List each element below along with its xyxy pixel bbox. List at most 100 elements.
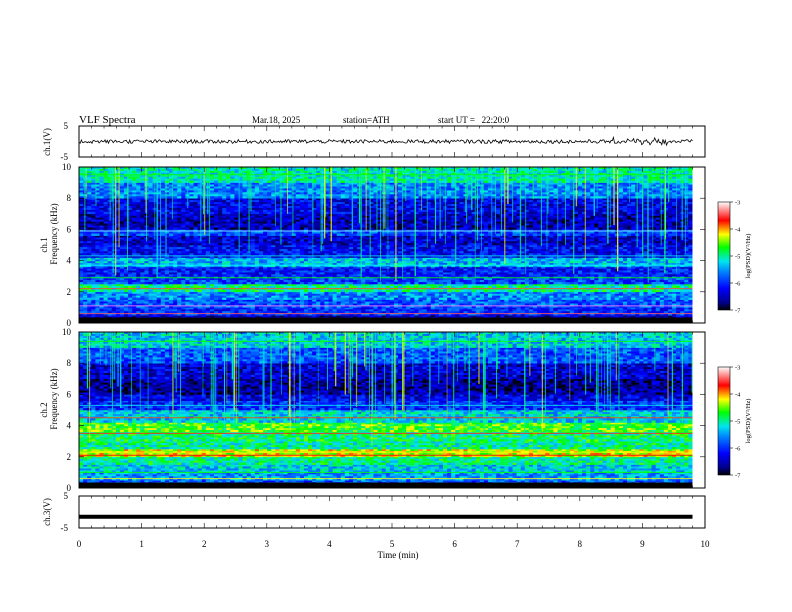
spectrogram-cell bbox=[402, 311, 407, 314]
spectrogram-cell bbox=[344, 291, 350, 295]
spectrogram-cell bbox=[471, 299, 477, 302]
spectrogram-cell bbox=[230, 299, 235, 302]
spectrogram-cell bbox=[504, 293, 509, 296]
spectrogram-cell bbox=[381, 261, 387, 264]
spectrogram-cell bbox=[357, 301, 362, 304]
spectrogram-cell bbox=[373, 303, 378, 306]
spectrogram-cell bbox=[103, 307, 109, 310]
spectrogram-cell bbox=[295, 309, 301, 312]
spectrogram-cell bbox=[410, 313, 415, 316]
spectrogram-cell bbox=[622, 266, 628, 270]
figure-title: VLF Spectra bbox=[79, 114, 136, 126]
spectrogram-cell bbox=[205, 309, 211, 312]
spectrogram-cell bbox=[520, 272, 526, 275]
spectrogram-cell bbox=[385, 307, 391, 310]
spectrogram-cell bbox=[222, 284, 227, 287]
spectrogram-cell bbox=[524, 266, 530, 270]
spectrogram-cell bbox=[406, 284, 411, 287]
spectrogram-cell bbox=[83, 278, 88, 281]
spectrogram-cell bbox=[598, 270, 603, 273]
spectrogram-cell bbox=[316, 285, 321, 289]
spectrogram-cell bbox=[254, 313, 260, 316]
spectrogram-cell bbox=[205, 291, 211, 295]
spectrogram-cell bbox=[410, 309, 415, 312]
ch1-spectrogram-image bbox=[79, 167, 705, 324]
spectrogram-cell bbox=[377, 261, 383, 264]
spectrogram-cell bbox=[238, 274, 243, 277]
spectrogram-cell bbox=[516, 282, 522, 285]
spectrogram-cell bbox=[639, 301, 644, 304]
spectrogram-cell bbox=[553, 257, 558, 260]
spectrogram-cell bbox=[438, 305, 444, 308]
spectrogram-cell bbox=[209, 313, 215, 316]
spectrogram-cell bbox=[193, 263, 199, 266]
spectrogram-cell bbox=[614, 295, 620, 298]
spectrogram-cell bbox=[438, 293, 444, 296]
spectrogram-cell bbox=[426, 295, 432, 298]
spectrogram-cell bbox=[107, 278, 113, 281]
spectrogram-cell bbox=[610, 301, 616, 304]
spectrogram-cell bbox=[185, 289, 190, 293]
spectrogram-cell bbox=[242, 289, 248, 293]
spectrogram-cell bbox=[500, 303, 505, 306]
spectrogram-cell bbox=[479, 272, 485, 275]
spectrogram-cell bbox=[140, 303, 145, 306]
spectrogram-cell bbox=[532, 295, 538, 298]
spectrogram-cell bbox=[459, 268, 464, 271]
spectrogram-cell bbox=[365, 313, 370, 316]
spectrogram-cell bbox=[263, 293, 268, 296]
spectrogram-cell bbox=[263, 313, 268, 316]
spectrogram-cell bbox=[659, 293, 665, 296]
spectrogram-cell bbox=[680, 291, 685, 295]
spectrogram-cell bbox=[598, 291, 603, 295]
spectrogram-cell bbox=[152, 305, 158, 308]
spectrogram-cell bbox=[676, 282, 681, 285]
spectrogram-cell bbox=[148, 295, 154, 298]
spectrogram-cell bbox=[434, 315, 440, 318]
spectrogram-cell bbox=[618, 295, 624, 298]
spectrogram-cell bbox=[532, 303, 538, 306]
spectrogram-cell bbox=[299, 284, 305, 287]
spectrogram-cell bbox=[140, 291, 145, 295]
spectrogram-cell bbox=[426, 270, 432, 273]
spectrogram-cell bbox=[426, 313, 432, 316]
spectrogram-cell bbox=[459, 303, 464, 306]
spectrogram-cell bbox=[680, 301, 685, 304]
spectrogram-cell bbox=[381, 307, 387, 310]
spectrogram-cell bbox=[336, 297, 342, 300]
spectrogram-cell bbox=[205, 272, 211, 275]
spectrogram-cell bbox=[369, 291, 374, 295]
spectrogram-cell bbox=[561, 280, 567, 283]
spectrogram-cell bbox=[680, 282, 685, 285]
spectrogram-cell bbox=[667, 289, 673, 293]
spectrogram-cell bbox=[201, 291, 207, 295]
spectrogram-cell bbox=[132, 280, 137, 283]
spectrogram-cell bbox=[353, 303, 358, 306]
spectrogram-cell bbox=[377, 299, 383, 302]
spectrogram-cell bbox=[83, 297, 88, 300]
spectrogram-cell bbox=[389, 309, 395, 312]
spectrogram-cell bbox=[598, 257, 603, 260]
spectrogram-cell bbox=[659, 303, 665, 306]
spectrogram-cell bbox=[271, 297, 276, 300]
spectrogram-cell bbox=[663, 293, 669, 296]
spectrogram-cell bbox=[561, 257, 567, 260]
spectrogram-cell bbox=[438, 257, 444, 260]
spectrogram-cell bbox=[287, 261, 293, 264]
spectrogram-cell bbox=[234, 261, 239, 264]
spectrogram-cell bbox=[291, 295, 297, 298]
spectrogram-cell bbox=[275, 291, 280, 295]
spectrogram-cell bbox=[627, 307, 632, 310]
spectrogram-cell bbox=[676, 274, 681, 277]
spectrogram-cell bbox=[455, 263, 460, 266]
spectrogram-cell bbox=[614, 284, 620, 287]
spectrogram-cell bbox=[193, 309, 199, 312]
spectrogram-cell bbox=[156, 278, 162, 281]
spectrogram-cell bbox=[520, 301, 526, 304]
spectrogram-cell bbox=[348, 282, 354, 285]
spectrogram-cell bbox=[389, 301, 395, 304]
spectrogram-cell bbox=[230, 266, 235, 270]
spectrogram-cell bbox=[218, 284, 223, 287]
spectrogram-cell bbox=[369, 259, 374, 262]
spectrogram-cell bbox=[655, 289, 661, 293]
